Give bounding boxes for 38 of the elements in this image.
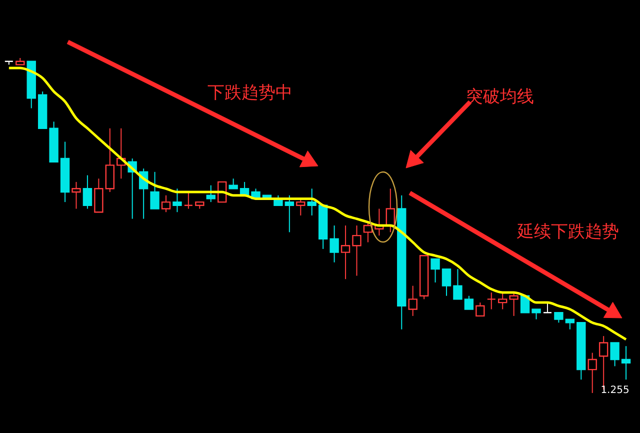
candlestick	[453, 268, 462, 300]
candlestick	[352, 225, 362, 276]
candlestick	[330, 225, 339, 263]
candlestick	[554, 312, 564, 324]
candlestick	[621, 346, 631, 380]
candlestick	[284, 194, 294, 233]
annotation: 下跌趋势中	[208, 83, 292, 103]
candlestick	[442, 268, 452, 296]
candlestick	[82, 174, 92, 210]
candlestick	[464, 295, 474, 310]
candlestick	[486, 292, 496, 310]
candlestick	[340, 225, 350, 280]
candlestick	[542, 302, 552, 314]
candlestick	[386, 188, 396, 233]
candlestick	[363, 222, 373, 243]
candlestick	[565, 318, 575, 330]
candlestick	[498, 292, 508, 310]
candlestick	[206, 184, 216, 203]
candlestick	[228, 178, 238, 190]
annotation: 延续下跌趋势	[516, 222, 619, 242]
annotation: 突破均线	[466, 87, 534, 107]
candlestick	[532, 308, 541, 320]
candlestick	[509, 292, 518, 316]
candlestick	[72, 181, 81, 210]
candlestick	[172, 188, 182, 213]
candlestick	[105, 128, 115, 192]
candlestick	[94, 178, 104, 213]
candlestick	[150, 171, 160, 210]
candlestick	[476, 302, 485, 317]
candlestick	[408, 285, 418, 316]
candlestick	[307, 188, 316, 216]
annotation: 1.255	[600, 385, 630, 396]
candlestick	[161, 194, 171, 213]
candlestick	[296, 198, 306, 216]
candlestick	[588, 352, 597, 394]
candlestick	[430, 258, 440, 283]
candlestick	[610, 342, 620, 367]
candlestick	[184, 192, 194, 210]
